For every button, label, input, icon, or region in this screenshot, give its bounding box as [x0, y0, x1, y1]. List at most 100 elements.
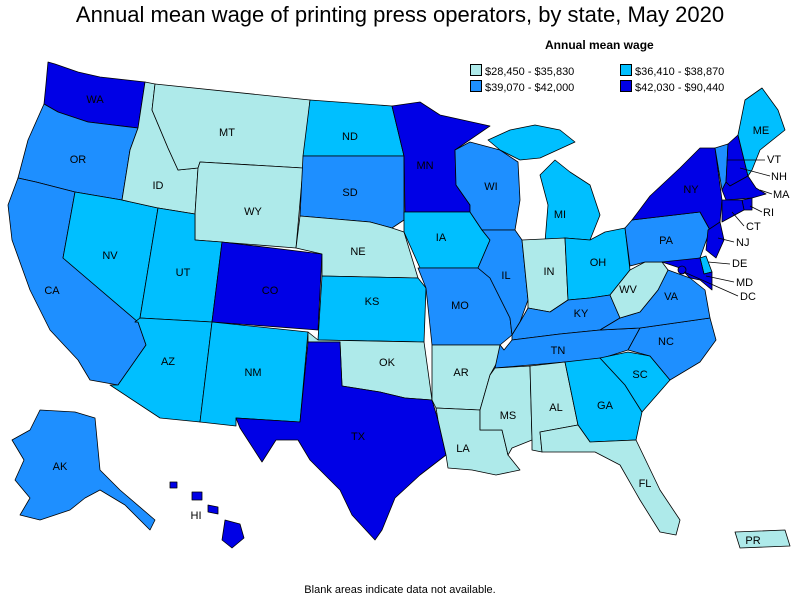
legend-label-4: $42,030 - $90,440 — [635, 82, 725, 94]
state-hi-kauai[interactable] — [169, 481, 178, 489]
legend-swatch-1 — [470, 64, 482, 76]
label-md: MD — [736, 277, 753, 289]
label-il: IL — [501, 270, 510, 282]
leader-nh — [739, 167, 771, 177]
state-shapes — [7, 61, 791, 549]
state-pr[interactable] — [734, 529, 791, 549]
legend-label-3: $39,070 - $42,000 — [485, 82, 575, 94]
label-hi: HI — [191, 510, 202, 522]
state-ak[interactable] — [11, 409, 156, 531]
label-de: DE — [732, 258, 747, 270]
state-co[interactable] — [211, 241, 323, 331]
state-mi-upper[interactable] — [487, 124, 576, 161]
label-ut: UT — [176, 267, 191, 279]
leader-dc — [683, 271, 739, 297]
label-ny: NY — [683, 184, 699, 196]
footnote: Blank areas indicate data not available. — [304, 584, 496, 596]
label-wv: WV — [619, 284, 637, 296]
label-nd: ND — [342, 131, 358, 143]
state-nj[interactable] — [705, 221, 725, 259]
label-ct: CT — [746, 221, 761, 233]
legend-swatch-2 — [620, 64, 632, 76]
label-dc: DC — [740, 291, 756, 303]
state-ct[interactable] — [721, 199, 745, 223]
label-wi: WI — [484, 181, 497, 193]
leader-lines — [683, 159, 773, 297]
label-ne: NE — [350, 246, 365, 258]
label-ms: MS — [500, 410, 517, 422]
leader-md — [705, 275, 735, 283]
label-la: LA — [456, 443, 470, 455]
label-mi: MI — [554, 209, 566, 221]
label-id: ID — [153, 180, 164, 192]
label-fl: FL — [639, 478, 652, 490]
state-hi-maui[interactable] — [207, 504, 219, 515]
label-tx: TX — [351, 431, 366, 443]
legend-label-2: $36,410 - $38,870 — [635, 66, 725, 78]
label-sc: SC — [632, 369, 647, 381]
label-nm: NM — [244, 367, 261, 379]
label-ia: IA — [436, 232, 447, 244]
leader-ri — [749, 205, 763, 213]
label-al: AL — [549, 402, 562, 414]
label-ga: GA — [597, 400, 614, 412]
label-in: IN — [544, 266, 555, 278]
label-vt: VT — [767, 154, 781, 166]
label-ok: OK — [379, 357, 396, 369]
label-va: VA — [664, 291, 679, 303]
label-ky: KY — [574, 308, 589, 320]
label-ak: AK — [53, 461, 68, 473]
label-ks: KS — [365, 296, 380, 308]
label-sd: SD — [342, 187, 357, 199]
label-ar: AR — [453, 367, 468, 379]
state-dc[interactable] — [677, 265, 687, 275]
state-labels: WA OR CA NV ID MT WY UT AZ CO NM ND SD N… — [44, 94, 769, 547]
state-me[interactable] — [737, 87, 786, 177]
state-tx[interactable] — [235, 341, 447, 541]
label-wy: WY — [244, 206, 262, 218]
label-me: ME — [753, 125, 770, 137]
label-nj: NJ — [736, 237, 749, 249]
label-wa: WA — [86, 94, 104, 106]
outside-labels: VT NH MA RI CT NJ DE MD DC — [732, 154, 790, 303]
legend-item-4: $42,030 - $90,440 — [620, 80, 724, 94]
leader-nj — [717, 237, 735, 243]
legend-item-3: $39,070 - $42,000 — [470, 80, 574, 94]
legend-item-1: $28,450 - $35,830 — [470, 64, 574, 78]
state-ma[interactable] — [721, 175, 767, 201]
label-ca: CA — [44, 285, 60, 297]
state-fl[interactable] — [539, 424, 681, 536]
legend-label-1: $28,450 - $35,830 — [485, 66, 575, 78]
state-nd[interactable] — [302, 99, 405, 157]
label-mo: MO — [451, 300, 469, 312]
legend-title: Annual mean wage — [545, 38, 654, 52]
label-pr: PR — [745, 535, 760, 547]
leader-de — [707, 261, 731, 265]
state-hi[interactable] — [221, 519, 245, 549]
label-az: AZ — [161, 356, 175, 368]
leader-ma — [759, 189, 773, 195]
label-or: OR — [70, 154, 87, 166]
label-nv: NV — [102, 250, 118, 262]
label-mn: MN — [416, 160, 433, 172]
state-hi-oahu[interactable] — [191, 491, 203, 501]
label-ma: MA — [773, 189, 790, 201]
label-pa: PA — [659, 235, 674, 247]
leader-ct — [731, 211, 745, 227]
map-title: Annual mean wage of printing press opera… — [75, 2, 725, 27]
state-ny[interactable] — [631, 147, 723, 231]
legend-swatch-4 — [620, 80, 632, 92]
legend-swatch-3 — [470, 80, 482, 92]
label-nh: NH — [771, 171, 787, 183]
label-oh: OH — [590, 257, 607, 269]
state-ks[interactable] — [317, 275, 427, 343]
label-tn: TN — [551, 345, 566, 357]
state-wv[interactable] — [609, 261, 669, 319]
label-co: CO — [262, 285, 279, 297]
legend-item-2: $36,410 - $38,870 — [620, 64, 724, 78]
label-ri: RI — [763, 207, 774, 219]
state-mi[interactable] — [539, 159, 601, 243]
label-nc: NC — [658, 336, 674, 348]
label-mt: MT — [219, 127, 235, 139]
